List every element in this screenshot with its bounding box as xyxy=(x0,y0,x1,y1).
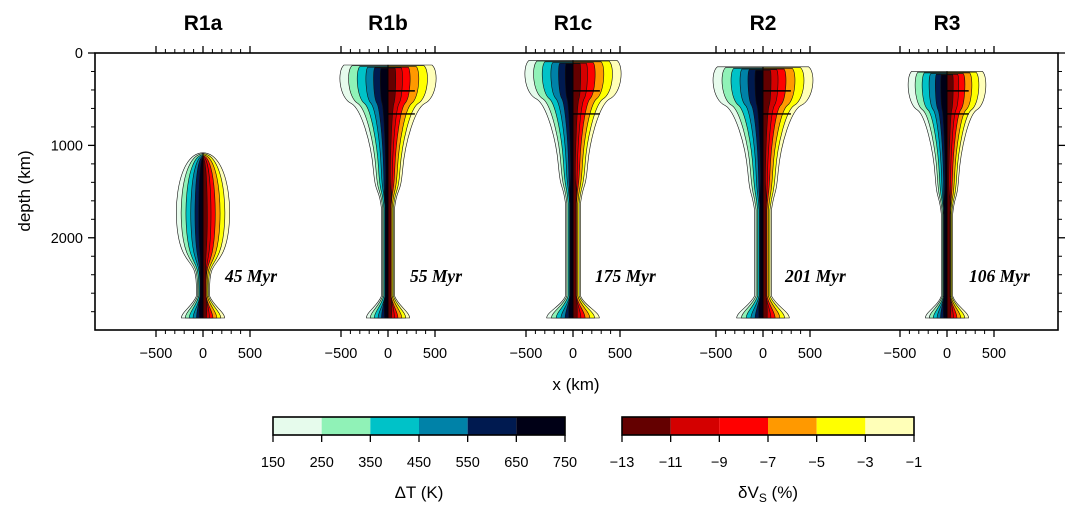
velocity-contour xyxy=(946,74,954,319)
plume-r2 xyxy=(712,66,814,319)
colorbar-tick-label: −5 xyxy=(808,455,825,471)
colorbar-swatch xyxy=(719,417,768,435)
x-tick-label: 0 xyxy=(199,346,207,362)
x-tick-label: −500 xyxy=(884,346,917,362)
panel-title: R3 xyxy=(934,12,961,35)
temperature-contour xyxy=(198,157,204,319)
x-tick-label: −500 xyxy=(510,346,543,362)
velocity-contour xyxy=(572,63,581,319)
plume-r1c xyxy=(524,60,622,319)
y-tick-label: 0 xyxy=(75,46,83,62)
temperature-contour xyxy=(380,68,389,319)
plume-panels xyxy=(176,60,987,319)
panel-title: R1a xyxy=(184,12,223,35)
x-tick-label: 500 xyxy=(608,346,632,362)
panel-ages: 45 Myr 55 Myr 175 Myr 201 Myr 106 Myr xyxy=(224,266,1030,286)
temperature-contour xyxy=(558,62,574,319)
y-axis: 0 1000 2000 xyxy=(51,46,1065,313)
colorbar-swatch xyxy=(370,417,419,435)
plume-r1a xyxy=(176,152,230,319)
colorbar-tick-label: −13 xyxy=(610,455,635,471)
colorbar-tick-label: −7 xyxy=(760,455,777,471)
colorbar-tick-label: 750 xyxy=(553,455,577,471)
x-tick-label: −500 xyxy=(140,346,173,362)
dvs-subscript: S xyxy=(759,491,767,505)
y-tick-label: 2000 xyxy=(51,231,83,247)
x-tick-label: 0 xyxy=(569,346,577,362)
colorbar-velocity-label: δVS (%) xyxy=(738,483,798,505)
panel-title: R1c xyxy=(554,12,593,35)
colorbar-tick-label: 250 xyxy=(310,455,334,471)
panel-age-label: 201 Myr xyxy=(784,266,846,286)
colorbar-tick-label: 650 xyxy=(504,455,528,471)
colorbar-swatch xyxy=(419,417,468,435)
x-tick-label: 500 xyxy=(982,346,1006,362)
panel-age-label: 175 Myr xyxy=(595,266,656,286)
colorbar-tick-label: 550 xyxy=(456,455,480,471)
panel-title: R1b xyxy=(368,12,408,35)
colorbar-tick-label: 450 xyxy=(407,455,431,471)
velocity-contour xyxy=(387,68,396,319)
velocity-contour xyxy=(762,69,772,319)
temperature-contour xyxy=(565,63,574,319)
colorbar-tick-label: −3 xyxy=(857,455,874,471)
colorbar-tick-label: −9 xyxy=(711,455,728,471)
plume-r1b xyxy=(339,64,437,319)
colorbar-temperature-label: ΔT (K) xyxy=(395,483,444,502)
velocity-contour xyxy=(202,157,208,319)
colorbar-swatch xyxy=(321,417,371,435)
x-tick-label: 0 xyxy=(384,346,392,362)
x-tick-label: −500 xyxy=(325,346,358,362)
colorbar-swatch xyxy=(273,417,322,435)
colorbar-temperature: 150 250 350 450 550 650 750 xyxy=(261,416,577,471)
x-tick-label: 500 xyxy=(238,346,262,362)
panel-titles: R1a R1b R1c R2 R3 xyxy=(184,12,961,35)
colorbar-swatch xyxy=(816,417,866,435)
colorbar-swatch xyxy=(516,417,565,435)
colorbar-tick-label: −1 xyxy=(906,455,923,471)
x-tick-label: 0 xyxy=(759,346,767,362)
y-axis-label: depth (km) xyxy=(15,150,34,231)
colorbar-swatch xyxy=(768,417,817,435)
colorbar-tick-label: 350 xyxy=(358,455,382,471)
x-axis-label: x (km) xyxy=(552,375,599,394)
x-tick-label: 500 xyxy=(423,346,447,362)
colorbar-swatch xyxy=(467,417,517,435)
temperature-contour xyxy=(940,74,948,319)
x-axes: −500 0 500 −500 0 500 −500 0 500 −500 0 500 −500 0 500 xyxy=(140,46,1006,362)
panel-age-label: 106 Myr xyxy=(969,266,1030,286)
plot-frame xyxy=(94,52,1059,331)
colorbar-velocity: −13 −11 −9 −7 −5 −3 −1 xyxy=(610,416,923,471)
panel-age-label: 55 Myr xyxy=(410,266,462,286)
colorbar-swatch xyxy=(622,417,671,435)
colorbar-swatch xyxy=(670,417,720,435)
x-tick-label: 500 xyxy=(798,346,822,362)
panel-age-label: 45 Myr xyxy=(224,266,277,286)
temperature-contour xyxy=(754,69,764,319)
velocity-contour xyxy=(572,62,588,319)
y-tick-label: 1000 xyxy=(51,138,83,154)
x-tick-label: 0 xyxy=(943,346,951,362)
dvs-unit: (%) xyxy=(767,483,798,502)
plume-r3 xyxy=(907,71,987,319)
colorbar-tick-label: −11 xyxy=(659,455,683,471)
x-tick-label: −500 xyxy=(700,346,733,362)
colorbar-swatch xyxy=(865,417,914,435)
colorbar-tick-label: 150 xyxy=(261,455,285,471)
panel-title: R2 xyxy=(750,12,777,35)
dvs-symbol: δV xyxy=(738,483,759,502)
